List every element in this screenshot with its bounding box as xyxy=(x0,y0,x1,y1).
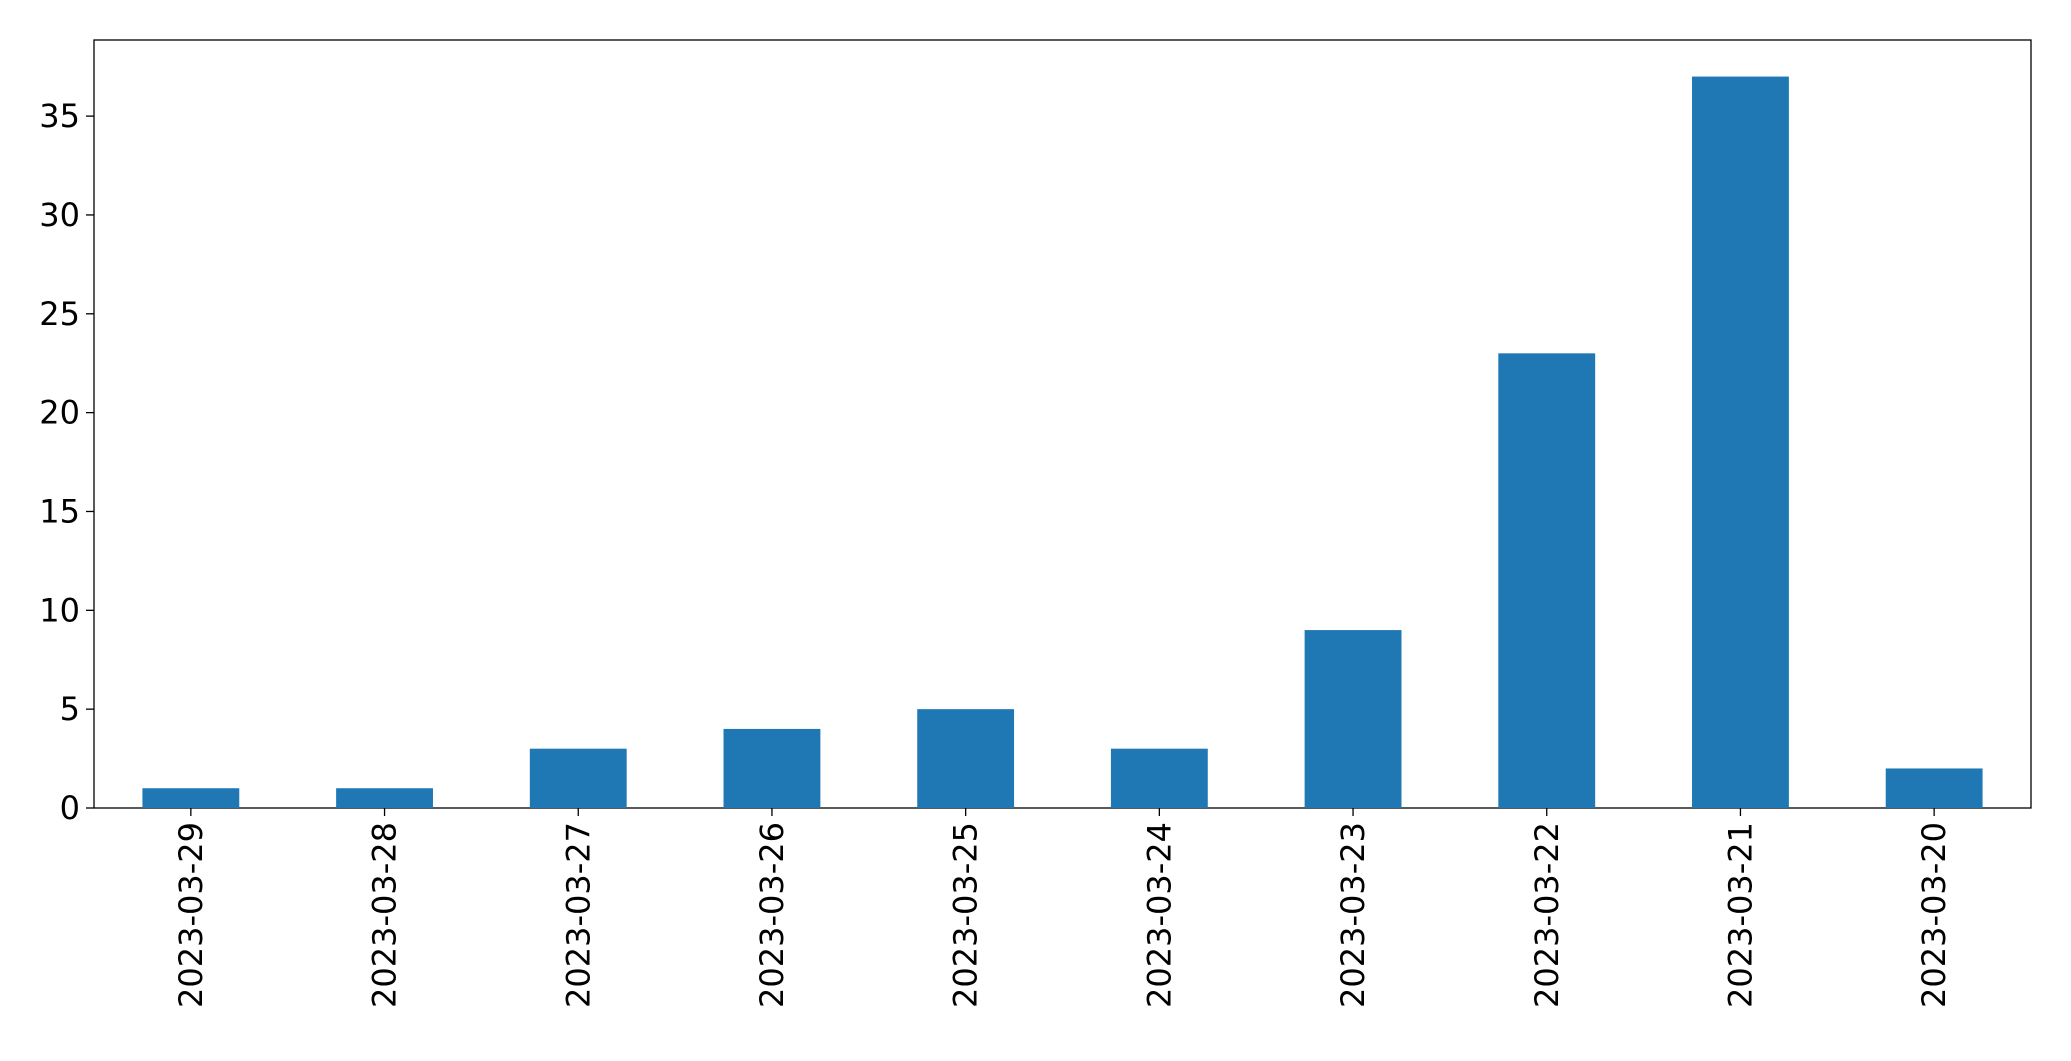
y-tick-label: 35 xyxy=(39,97,80,135)
x-tick-label: 2023-03-21 xyxy=(1721,822,1759,1008)
plot-frame xyxy=(93,39,2032,809)
x-tick-label: 2023-03-28 xyxy=(366,822,404,1008)
y-tick-label: 15 xyxy=(39,492,80,530)
bar xyxy=(1885,768,1983,808)
y-tick-label: 5 xyxy=(60,690,80,728)
bar xyxy=(1110,748,1208,808)
y-tick-label: 10 xyxy=(39,591,80,629)
bar xyxy=(1498,353,1596,808)
x-tick-label: 2023-03-24 xyxy=(1140,822,1178,1008)
x-tick-label: 2023-03-20 xyxy=(1915,822,1953,1008)
y-tick-label: 20 xyxy=(39,394,80,432)
bar xyxy=(142,788,240,808)
x-tick-label: 2023-03-25 xyxy=(947,822,985,1008)
x-tick-label: 2023-03-22 xyxy=(1528,822,1566,1008)
bar xyxy=(723,728,821,808)
y-tick-label: 25 xyxy=(39,295,80,333)
bar xyxy=(529,748,627,808)
x-tick-label: 2023-03-26 xyxy=(753,822,791,1008)
y-tick-label: 0 xyxy=(60,789,80,827)
x-tick-label: 2023-03-23 xyxy=(1334,822,1372,1008)
y-tick-label: 30 xyxy=(39,196,80,234)
bar xyxy=(336,788,433,808)
x-tick-label: 2023-03-27 xyxy=(559,822,597,1008)
x-tick-label: 2023-03-29 xyxy=(172,822,210,1008)
bar xyxy=(1692,76,1789,809)
bar xyxy=(1304,630,1402,808)
bar xyxy=(917,709,1015,808)
